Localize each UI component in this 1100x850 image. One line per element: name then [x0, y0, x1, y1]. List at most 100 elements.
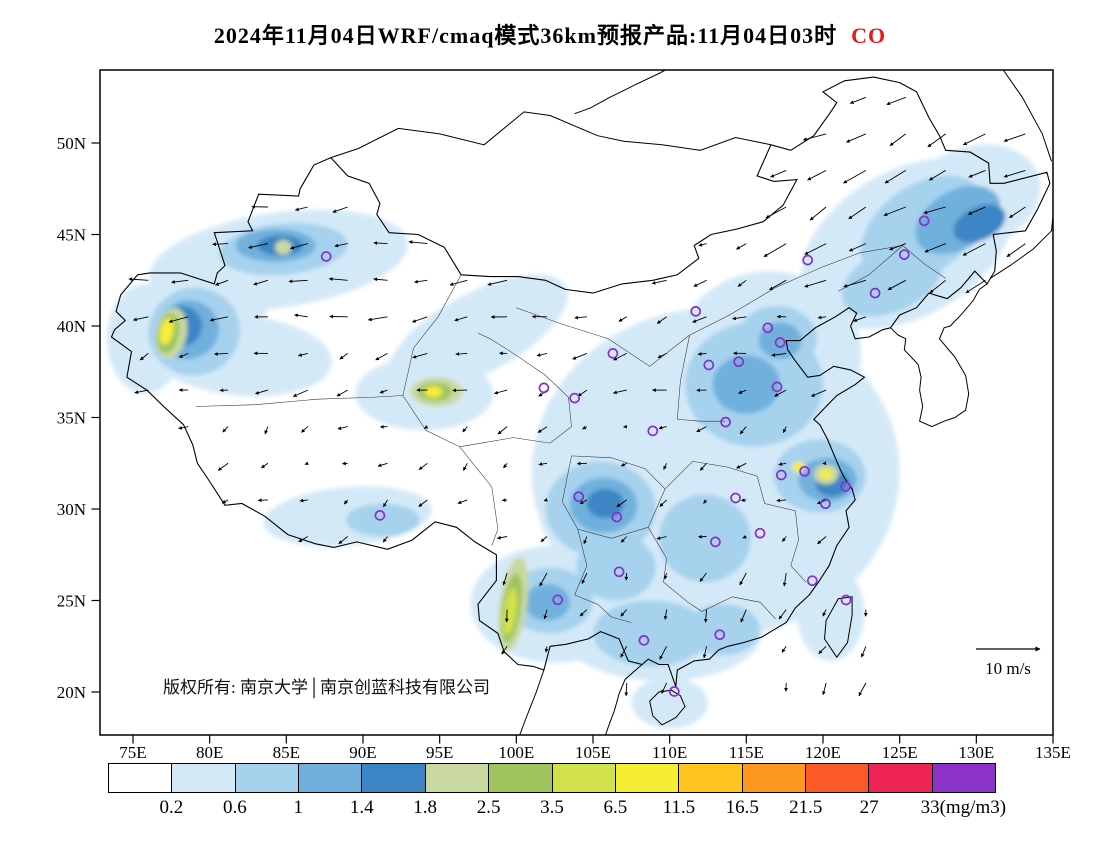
- wind-arrow: [692, 316, 707, 323]
- colorbar-segment: [362, 764, 426, 792]
- wind-arrow: [536, 352, 548, 357]
- station-marker: [730, 492, 741, 504]
- wind-arrow: [659, 499, 667, 507]
- wind-arrow: [132, 316, 149, 322]
- wind-arrow: [618, 316, 627, 322]
- wind-arrow: [418, 499, 428, 507]
- wind-arrow: [338, 536, 348, 545]
- wind-arrow: [858, 682, 867, 697]
- plume-ellipse: [524, 584, 570, 621]
- wind-arrow: [418, 462, 428, 470]
- wind-arrow: [771, 352, 787, 357]
- wind-arrow: [663, 609, 668, 620]
- wind-arrow: [217, 462, 229, 471]
- wind-arrow: [214, 352, 229, 356]
- wind-arrow: [818, 645, 827, 655]
- wind-arrow: [843, 170, 867, 184]
- wind-arrow: [260, 462, 269, 469]
- wind-arrow: [537, 426, 548, 433]
- wind-arrow: [574, 315, 587, 320]
- wind-arrow: [502, 572, 508, 586]
- wind-arrow: [889, 133, 907, 146]
- colorbar-tick-label: 1.4: [349, 797, 374, 818]
- wind-arrow: [383, 499, 388, 508]
- wind-arrow: [962, 243, 986, 256]
- colorbar-segment: [805, 764, 870, 792]
- wind-arrow: [817, 315, 827, 320]
- wind-arrow: [212, 242, 229, 247]
- wind-arrow: [968, 169, 986, 178]
- station-marker: [799, 465, 810, 477]
- species-label: CO: [851, 23, 887, 48]
- province-border: [902, 245, 946, 279]
- station-marker: [714, 629, 726, 641]
- colorbar-tick-label: 6.5: [603, 797, 628, 818]
- lon-tick-label: 110E: [652, 743, 687, 762]
- wind-arrow: [215, 279, 229, 286]
- wind-arrow: [651, 279, 667, 285]
- plume-ellipse: [841, 244, 943, 317]
- wind-arrow: [804, 243, 827, 255]
- lon-tick-label: 85E: [273, 743, 300, 762]
- colorbar-segment: [489, 764, 553, 792]
- colorbar-tick-label: 33(mg/m3): [920, 797, 1007, 818]
- wind-arrow: [463, 463, 468, 471]
- lon-tick-label: 80E: [196, 743, 223, 762]
- wind-arrow: [581, 572, 588, 584]
- wind-arrow: [544, 646, 549, 653]
- wind-arrow: [802, 133, 827, 141]
- colorbar-segment: [869, 764, 933, 792]
- wind-arrow: [222, 426, 229, 433]
- wind-arrow: [497, 426, 508, 435]
- station-marker: [806, 575, 818, 587]
- colorbar-segment: [615, 764, 680, 792]
- wind-arrow: [736, 243, 747, 250]
- wind-arrow: [264, 426, 269, 435]
- wind-arrow: [139, 353, 149, 361]
- wind-arrow: [1003, 133, 1026, 142]
- taiwan-outline: [823, 596, 853, 659]
- colorbar-segment: [172, 764, 236, 792]
- colorbar-tick-label: 21.5: [789, 797, 823, 818]
- plume-ellipse: [346, 503, 420, 537]
- colorbar-tick-label: 3.5: [540, 797, 564, 818]
- colorbar: [108, 763, 996, 793]
- axes-layer: 50N 45N 40N 35N 30N 25N 20N 75E 80E 85E 90E 95E 100E…: [57, 69, 1071, 762]
- province-border: [402, 395, 499, 546]
- colorbar-tick-label: 27: [859, 797, 879, 818]
- wind-arrow: [778, 462, 787, 466]
- wind-arrow: [334, 243, 348, 248]
- wind-arrow: [782, 426, 787, 434]
- wind-arrow: [658, 425, 667, 430]
- wind-arrow: [496, 535, 508, 540]
- plume-ellipse: [159, 318, 174, 345]
- wind-arrow: [886, 96, 906, 106]
- wind-arrow: [543, 609, 548, 620]
- annotation-layer: 版权所有: 南京大学│南京创蓝科技有限公司 10 m/s: [163, 646, 1041, 699]
- vietnam-coastline: [605, 664, 643, 735]
- wind-arrow: [699, 572, 707, 582]
- wind-arrow: [298, 536, 309, 543]
- wind-arrow: [657, 352, 667, 359]
- wind-arrow: [540, 536, 548, 543]
- wind-arrow: [449, 279, 468, 286]
- wind-arrow: [168, 316, 189, 323]
- station-marker-layer: [320, 215, 930, 697]
- wind-arrow: [1006, 243, 1026, 258]
- wind-arrow: [736, 462, 747, 469]
- wind-arrow: [343, 499, 349, 505]
- wind-arrow: [577, 389, 588, 397]
- wind-arrow: [373, 277, 388, 282]
- lon-tick-label: 115E: [729, 743, 764, 762]
- station-marker: [611, 511, 623, 523]
- wind-arrow: [255, 389, 269, 395]
- wind-arrow: [769, 279, 787, 291]
- province-border: [647, 527, 776, 619]
- wind-arrow: [616, 499, 627, 508]
- province-border: [459, 333, 572, 448]
- wind-arrow: [822, 609, 827, 617]
- station-marker: [840, 481, 851, 492]
- wind-arrow: [538, 462, 548, 466]
- station-marker: [647, 425, 659, 437]
- wind-arrow: [782, 572, 787, 587]
